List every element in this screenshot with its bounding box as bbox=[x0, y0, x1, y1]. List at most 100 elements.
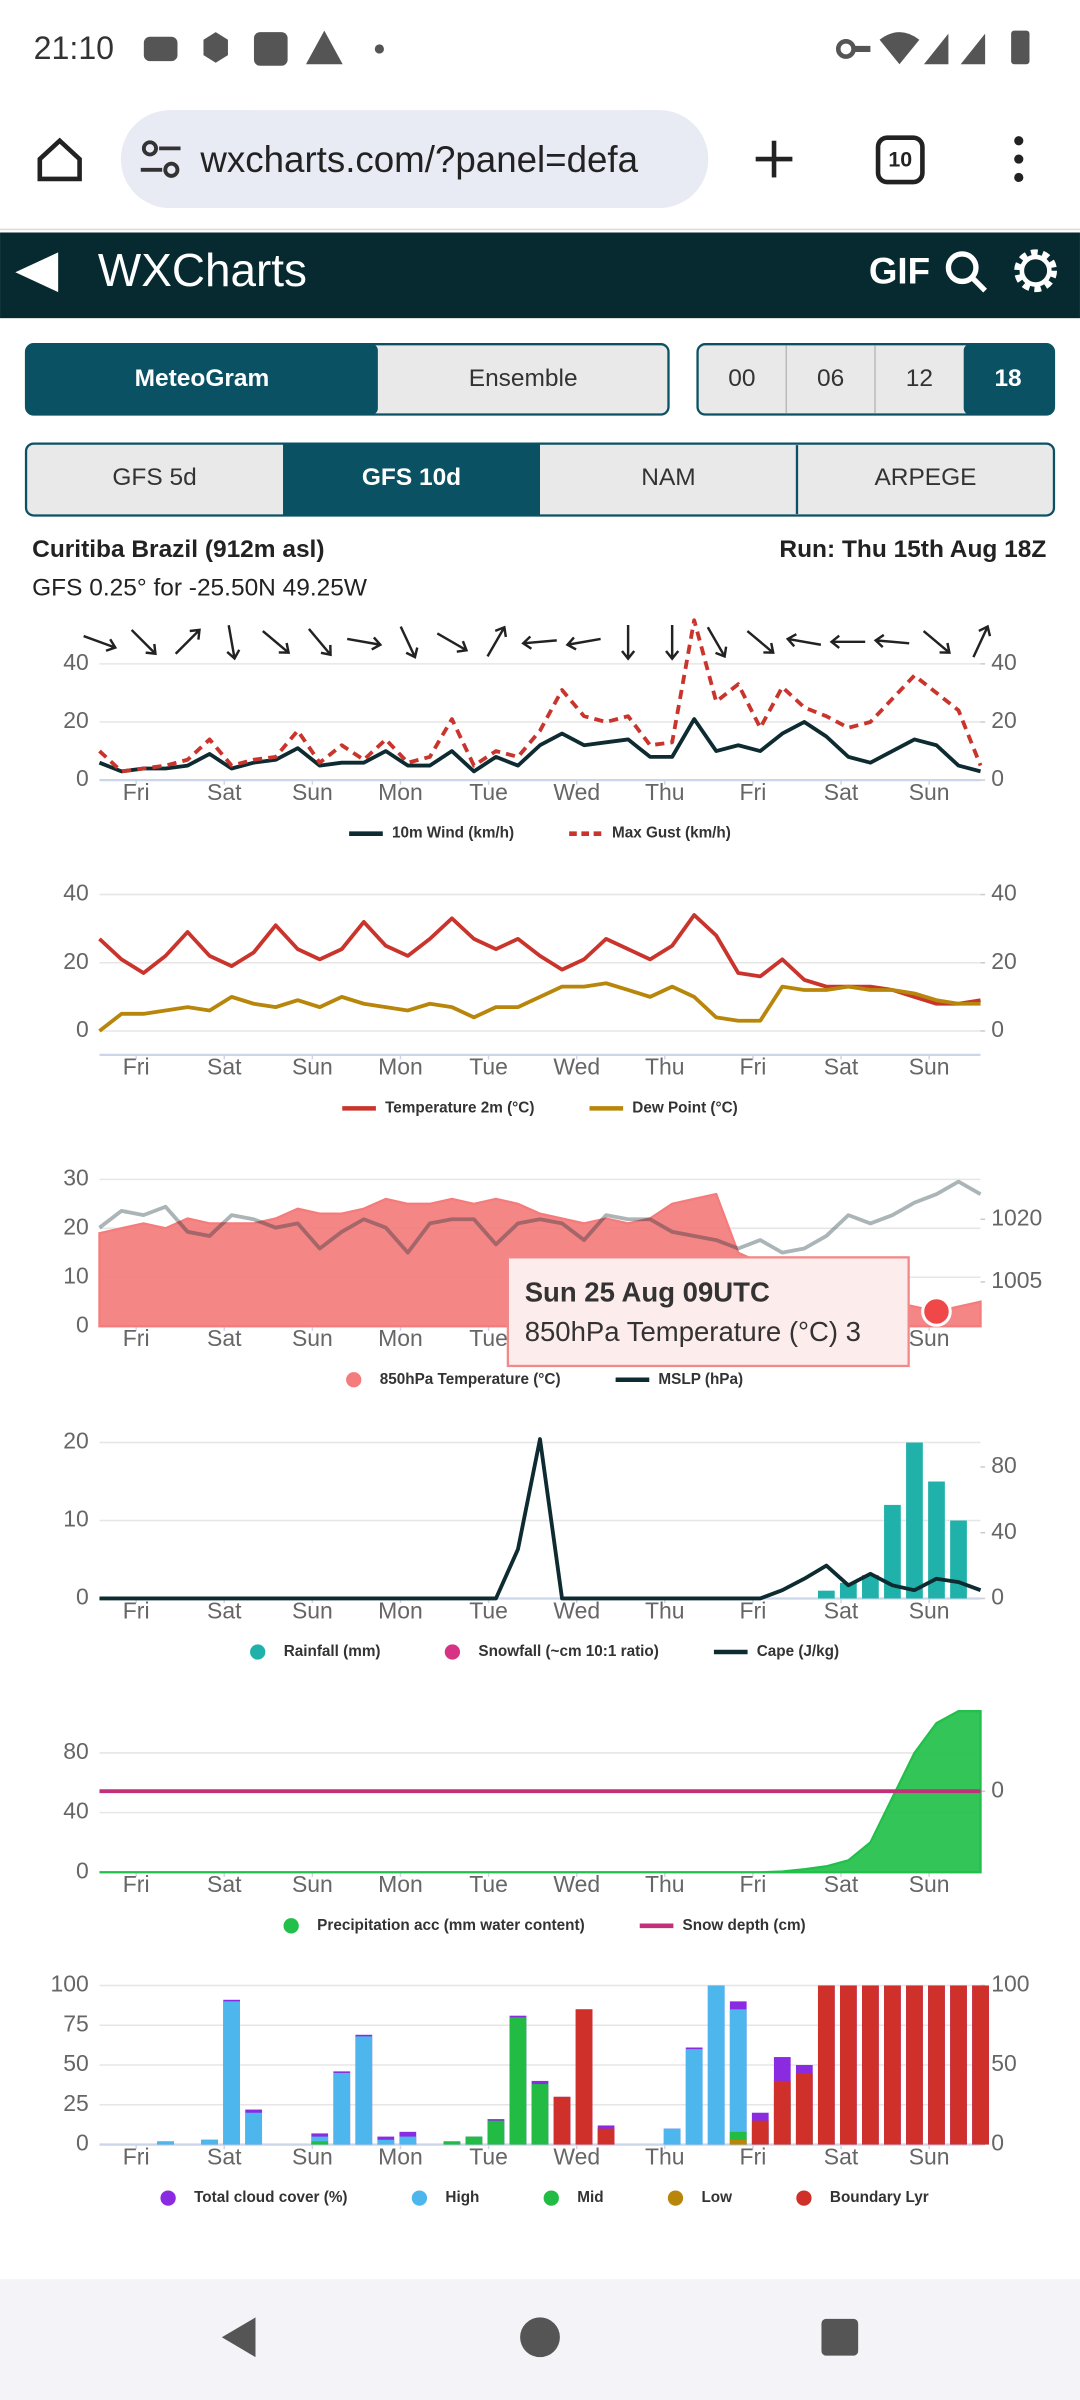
site-settings-icon[interactable] bbox=[140, 140, 181, 178]
x-tick-label: Fri bbox=[123, 1597, 150, 1623]
x-tick-label: Sat bbox=[207, 1325, 242, 1351]
tab-count[interactable]: 10 bbox=[888, 147, 912, 171]
wind-arrow bbox=[226, 625, 241, 661]
x-tick-label: Tue bbox=[469, 2143, 508, 2169]
bar bbox=[311, 2141, 329, 2145]
back-button[interactable] bbox=[15, 252, 59, 293]
x-tick-label: Tue bbox=[469, 1325, 508, 1351]
wind-arrow bbox=[521, 635, 557, 650]
new-tab-button[interactable] bbox=[755, 140, 793, 178]
home-button[interactable] bbox=[37, 137, 82, 182]
wind-arrow bbox=[621, 625, 636, 661]
y-tick-label: 20 bbox=[63, 1428, 89, 1454]
tooltip-value: 3 bbox=[846, 1316, 861, 1347]
x-tick-label: Sun bbox=[292, 1871, 333, 1897]
x-tick-label: Sat bbox=[207, 1597, 242, 1623]
x-tick-label: Sat bbox=[824, 1871, 859, 1897]
tooltip-title: Sun 25 Aug 09UTC bbox=[525, 1276, 770, 1307]
x-tick-label: Thu bbox=[645, 1871, 685, 1897]
tooltip-line: 850hPa Temperature (°C) 3 bbox=[525, 1316, 861, 1347]
x-tick-label: Sat bbox=[824, 2143, 859, 2169]
x-tick-label: Fri bbox=[123, 1871, 150, 1897]
x-tick-label: Wed bbox=[553, 1871, 600, 1897]
bar bbox=[487, 2120, 505, 2145]
y2-tick-label: 20 bbox=[991, 707, 1017, 733]
wind-arrow bbox=[83, 634, 118, 652]
tooltip-box bbox=[506, 1256, 910, 1368]
legend-label: 10m Wind (km/h) bbox=[392, 825, 514, 842]
bar bbox=[773, 2080, 791, 2145]
model-label[interactable]: NAM bbox=[641, 464, 695, 491]
y2-tick-label: 40 bbox=[991, 649, 1017, 675]
y-tick-label: 40 bbox=[63, 649, 89, 675]
y-tick-label: 75 bbox=[63, 2010, 89, 2036]
legend: Total cloud cover (%) High Mid Low Boundary … bbox=[160, 2189, 929, 2206]
tab-switcher[interactable] bbox=[875, 135, 925, 185]
x-tick-label: Sun bbox=[909, 1054, 950, 1080]
bar bbox=[840, 1985, 857, 2145]
y-tick-label: 0 bbox=[76, 1311, 89, 1337]
bar bbox=[884, 1985, 901, 2145]
legend-label: Snowfall (~cm 10:1 ratio) bbox=[478, 1643, 658, 1660]
legend-label: Cape (J/kg) bbox=[757, 1643, 839, 1660]
x-tick-label: Sun bbox=[909, 779, 950, 805]
run-info: Run: Thu 15th Aug 18Z bbox=[779, 536, 1046, 563]
x-tick-label: Sun bbox=[292, 779, 333, 805]
x-tick-label: Tue bbox=[469, 1871, 508, 1897]
legend-label: Low bbox=[701, 2189, 732, 2206]
legend-marker bbox=[411, 2190, 428, 2206]
mode-label[interactable]: MeteoGram bbox=[135, 365, 270, 392]
tooltip: Sun 25 Aug 09UTC 850hPa Temperature (°C)… bbox=[506, 1256, 952, 1368]
y-tick-label: 20 bbox=[63, 948, 89, 974]
url-bar[interactable] bbox=[120, 110, 709, 209]
legend-marker bbox=[444, 1644, 461, 1660]
wind-arrow bbox=[746, 630, 775, 654]
nav-back[interactable] bbox=[221, 2317, 256, 2358]
run-label[interactable]: 12 bbox=[906, 365, 933, 392]
wind-arrow bbox=[972, 624, 992, 658]
nav-home[interactable] bbox=[520, 2317, 560, 2358]
model-button[interactable] bbox=[283, 443, 540, 516]
x-tick-label: Sat bbox=[207, 1871, 242, 1897]
x-tick-label: Sun bbox=[909, 1597, 950, 1623]
settings-button[interactable] bbox=[1014, 249, 1058, 293]
x-tick-label: Wed bbox=[553, 2143, 600, 2169]
x-tick-label: Mon bbox=[378, 1597, 423, 1623]
wind-arrow bbox=[785, 633, 822, 648]
gif-button[interactable]: GIF bbox=[869, 251, 930, 292]
run-label[interactable]: 18 bbox=[994, 365, 1021, 392]
y2-tick-label: 40 bbox=[991, 880, 1017, 906]
x-tick-label: Fri bbox=[123, 1325, 150, 1351]
y2-tick-label: 80 bbox=[991, 1452, 1017, 1478]
wind-arrow bbox=[665, 625, 680, 661]
menu-button[interactable] bbox=[1014, 136, 1024, 183]
x-tick-label: Sat bbox=[207, 779, 242, 805]
wind-arrow bbox=[706, 626, 728, 659]
run-label[interactable]: 06 bbox=[817, 365, 844, 392]
x-tick-label: Fri bbox=[123, 779, 150, 805]
model-label[interactable]: ARPEGE bbox=[874, 464, 976, 491]
status-time: 21:10 bbox=[34, 30, 114, 66]
model-label[interactable]: GFS 5d bbox=[112, 464, 196, 491]
x-tick-label: Sun bbox=[909, 1871, 950, 1897]
x-tick-label: Mon bbox=[378, 2143, 423, 2169]
mode-label[interactable]: Ensemble bbox=[469, 365, 578, 392]
bar bbox=[223, 2001, 240, 2145]
legend: Precipitation acc (mm water content) Snow… bbox=[283, 1917, 806, 1934]
y-tick-label: 0 bbox=[76, 1016, 89, 1042]
run-button[interactable] bbox=[963, 344, 1054, 415]
run-label[interactable]: 00 bbox=[728, 365, 755, 392]
legend-label: Boundary Lyr bbox=[830, 2189, 929, 2206]
legend-label: Dew Point (°C) bbox=[632, 1099, 737, 1116]
mode-button[interactable] bbox=[26, 344, 378, 415]
url-text[interactable]: wxcharts.com/?panel=defa bbox=[199, 139, 638, 180]
nav-recents[interactable] bbox=[821, 2318, 859, 2356]
model-label[interactable]: GFS 10d bbox=[362, 464, 461, 491]
search-button[interactable] bbox=[945, 251, 988, 293]
y-tick-label: 0 bbox=[76, 1857, 89, 1883]
x-tick-label: Tue bbox=[469, 1597, 508, 1623]
y-tick-label: 25 bbox=[63, 2090, 89, 2116]
wind-arrow bbox=[436, 632, 469, 653]
x-tick-label: Sat bbox=[824, 1597, 859, 1623]
x-tick-label: Sun bbox=[292, 1325, 333, 1351]
